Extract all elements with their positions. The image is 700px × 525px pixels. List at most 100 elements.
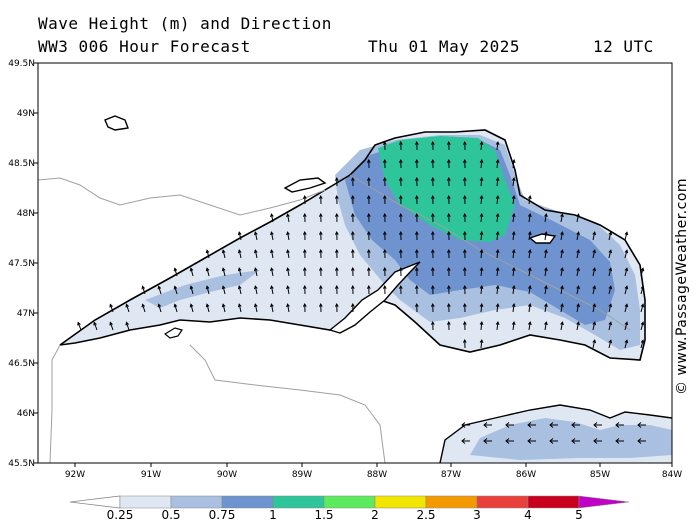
wave-arrowhead <box>592 303 597 308</box>
wave-arrow <box>544 232 547 241</box>
wave-arrow <box>480 177 483 187</box>
wave-arrowhead <box>592 321 597 326</box>
wave-arrowhead <box>414 176 419 181</box>
wave-arrowhead <box>270 267 274 272</box>
wave-arrow <box>142 304 146 313</box>
wave-arrowhead <box>462 302 467 307</box>
wave-arrowhead <box>398 194 403 199</box>
lat-tick-label: 48.5N <box>8 159 35 169</box>
wave-arrow <box>640 286 644 295</box>
wave-arrow <box>528 286 531 295</box>
wave-arrowhead <box>414 284 419 289</box>
wave-arrow <box>528 214 531 223</box>
wave-arrow <box>528 304 531 313</box>
wave-arrow <box>624 340 628 349</box>
wave-arrowhead <box>527 303 532 308</box>
wave-arrowhead <box>479 321 484 325</box>
wave-arrow <box>270 232 274 241</box>
lon-tick-label: 86W <box>516 470 536 480</box>
wave-arrowhead <box>527 438 532 444</box>
wave-arrow <box>624 286 628 295</box>
wave-arrow <box>544 250 547 259</box>
wave-arrowhead <box>446 212 451 217</box>
wave-arrow <box>624 322 628 331</box>
lon-tick-label: 90W <box>217 470 237 480</box>
lon-tick-label: 89W <box>292 470 312 480</box>
wave-arrow <box>206 268 210 277</box>
wave-arrowhead <box>495 285 500 290</box>
wave-arrowhead <box>270 303 274 308</box>
wave-arrowhead <box>430 248 435 253</box>
wave-arrow <box>254 304 258 313</box>
wave-arrowhead <box>382 212 387 217</box>
wave-arrowhead <box>302 194 307 199</box>
wave-arrowhead <box>141 303 146 308</box>
wave-arrowhead <box>495 249 500 254</box>
wave-arrowhead <box>495 231 500 236</box>
wave-arrow <box>608 232 612 241</box>
wave-arrowhead <box>253 303 258 308</box>
wave-arrowhead <box>495 141 500 146</box>
colorbar-segment <box>425 495 478 509</box>
colorbar-label: 0.75 <box>209 508 236 522</box>
wave-arrow <box>592 322 596 331</box>
wave-arrowhead <box>479 231 484 235</box>
colorbar-label: 1 <box>269 508 277 522</box>
wave-arrow <box>576 232 580 241</box>
wave-arrow <box>512 196 515 205</box>
wave-arrow <box>222 250 226 259</box>
wave-arrowhead <box>430 212 435 217</box>
wave-arrowhead <box>462 176 467 181</box>
lat-tick-label: 49.5N <box>8 59 35 69</box>
wave-arrow <box>190 304 194 313</box>
wave-arrowhead <box>571 422 576 428</box>
wave-arrowhead <box>350 284 355 289</box>
wave-arrowhead <box>270 249 274 254</box>
wave-arrowhead <box>640 339 645 344</box>
wave-arrowhead <box>382 140 387 145</box>
wave-arrowhead <box>334 194 339 199</box>
wave-arrowhead <box>334 284 339 289</box>
wave-arrow <box>640 340 644 349</box>
colorbar-segment <box>476 495 529 509</box>
lat-tick-label: 46.5N <box>8 359 35 369</box>
wave-arrowhead <box>505 438 510 444</box>
wave-arrowhead <box>398 176 403 181</box>
wave-arrow <box>270 214 274 223</box>
wave-arrowhead <box>479 285 484 289</box>
wave-arrowhead <box>527 321 532 326</box>
wave-arrowhead <box>366 176 371 181</box>
wave-arrowhead <box>446 302 451 307</box>
wave-arrow <box>158 286 162 295</box>
wave-arrowhead <box>511 267 516 272</box>
wave-arrowhead <box>527 267 532 272</box>
wave-arrowhead <box>414 194 419 199</box>
wave-arrowhead <box>637 438 642 444</box>
wave-arrow <box>528 196 531 205</box>
wave-arrowhead <box>462 266 467 271</box>
wave-arrow <box>109 304 114 313</box>
wave-arrowhead <box>334 176 339 181</box>
wave-arrowhead <box>414 266 419 271</box>
wave-arrowhead <box>624 339 629 344</box>
wave-arrowhead <box>462 158 467 163</box>
wave-arrow <box>287 250 290 259</box>
wave-arrow <box>608 322 612 331</box>
wave-arrowhead <box>462 320 467 325</box>
wave-arrowhead <box>615 438 620 444</box>
wave-arrow <box>125 322 130 331</box>
apostle-islands <box>163 327 183 339</box>
lower-lake-shoreline <box>439 404 672 463</box>
wave-arrow <box>560 214 563 223</box>
wave-arrowhead <box>592 285 597 290</box>
wave-arrowhead <box>462 230 467 235</box>
wave-arrow <box>608 340 612 349</box>
map-content <box>38 115 672 463</box>
wave-arrowhead <box>334 248 339 253</box>
wave-arrowhead <box>527 249 532 254</box>
wave-arrowhead <box>479 141 484 145</box>
wave-arrowhead <box>350 248 355 253</box>
wave-arrowhead <box>382 230 387 235</box>
wave-arrow <box>512 214 515 223</box>
